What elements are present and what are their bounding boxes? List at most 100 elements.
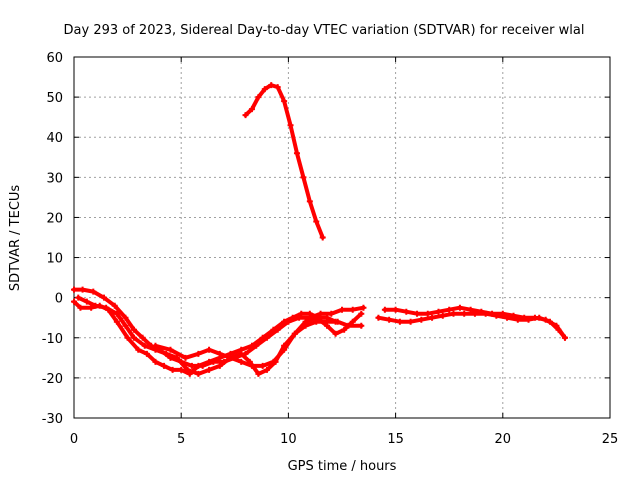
data-point [238, 350, 245, 357]
data-point [414, 310, 421, 317]
data-point [182, 354, 189, 361]
data-point [184, 366, 191, 373]
data-point [291, 330, 298, 337]
data-point [504, 314, 511, 321]
data-point [407, 318, 414, 325]
data-point [255, 94, 262, 101]
data-point [253, 342, 260, 349]
data-point [555, 326, 562, 333]
data-point [163, 350, 170, 357]
data-point [216, 350, 223, 357]
data-point [263, 366, 270, 373]
data-point [274, 326, 281, 333]
data-point [349, 318, 356, 325]
data-point [92, 302, 99, 309]
data-point [300, 174, 307, 181]
data-point [173, 354, 180, 361]
y-axis-title: SDTVAR / TECUs [8, 185, 23, 292]
data-point [341, 326, 348, 333]
data-point [90, 288, 97, 295]
data-point [152, 358, 159, 365]
data-point [306, 198, 313, 205]
data-point [77, 304, 84, 311]
data-point [274, 84, 281, 91]
x-tick-label: 25 [602, 432, 619, 447]
data-point [139, 334, 146, 341]
y-tick-label: -20 [42, 372, 63, 387]
y-tick-label: -30 [42, 412, 63, 427]
y-tick-label: 50 [46, 91, 63, 106]
data-point [403, 308, 410, 315]
data-point [255, 370, 262, 377]
data-point [328, 310, 335, 317]
data-point [334, 318, 341, 325]
data-point [482, 310, 489, 317]
data-point [392, 306, 399, 313]
data-point [339, 306, 345, 313]
data-point [525, 316, 532, 323]
data-point [418, 316, 425, 323]
data-point [195, 370, 202, 377]
data-point [242, 112, 249, 119]
data-point [169, 366, 176, 373]
x-tick-label: 15 [387, 432, 404, 447]
data-point [461, 310, 468, 317]
data-point [293, 150, 300, 157]
data-point [302, 318, 309, 325]
data-point [360, 304, 367, 311]
data-point [287, 122, 294, 129]
y-tick-label: -10 [42, 332, 63, 347]
x-tick-label: 20 [495, 432, 512, 447]
data-point [141, 342, 148, 349]
data-point [113, 318, 120, 325]
x-tick-label: 0 [70, 432, 78, 447]
x-tick-label: 5 [177, 432, 185, 447]
y-tick-label: 60 [46, 51, 63, 66]
data-point [381, 306, 388, 313]
data-point [332, 330, 339, 337]
data-point [435, 308, 442, 315]
data-point [259, 362, 266, 369]
x-tick-label: 10 [280, 432, 297, 447]
data-point [296, 314, 303, 321]
data-point [238, 358, 245, 365]
data-point [206, 346, 213, 353]
data-point [456, 304, 463, 311]
data-point [396, 318, 403, 325]
tick-layer: 0 5 10 15 20 25 -30 -20 -10 0 10 20 30 40 50 60 [42, 51, 619, 447]
data-point [195, 350, 202, 357]
data-point [210, 358, 217, 365]
data-point [313, 314, 320, 321]
data-point [227, 354, 234, 361]
data-point [199, 362, 206, 369]
y-tick-label: 40 [46, 131, 63, 146]
data-point [135, 346, 142, 353]
data-point [439, 312, 446, 319]
data-point [101, 294, 108, 301]
data-point [103, 304, 110, 311]
data-point [83, 298, 90, 305]
data-point [111, 302, 118, 309]
data-point [152, 342, 159, 349]
data-point [349, 306, 356, 313]
data-point [268, 82, 275, 89]
y-tick-label: 20 [46, 211, 63, 226]
data-point [131, 334, 138, 341]
grid-layer [74, 57, 610, 418]
data-point [143, 350, 150, 357]
data-point [429, 314, 436, 321]
x-axis-title: GPS time / hours [288, 459, 397, 474]
data-point [386, 316, 393, 323]
data-point [317, 310, 324, 317]
data-point [319, 234, 326, 241]
data-point [281, 346, 288, 353]
data-point [75, 294, 82, 301]
data-point [281, 98, 288, 105]
data-point [122, 322, 129, 329]
data-point [113, 310, 120, 317]
data-point [248, 362, 255, 369]
data-point [270, 358, 277, 365]
data-point [285, 318, 292, 325]
data-point [248, 106, 255, 113]
